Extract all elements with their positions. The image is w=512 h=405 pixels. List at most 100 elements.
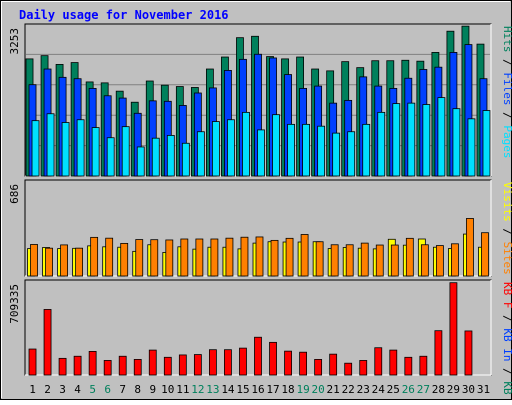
bar-kb-f-day-9 — [148, 349, 157, 376]
bar-sites-day-26 — [405, 237, 414, 277]
bar-sites-day-6 — [105, 237, 114, 277]
legend-entry: / — [501, 222, 512, 242]
bar-sites-day-17 — [270, 239, 279, 277]
bar-sites-day-22 — [345, 244, 354, 277]
bar-pages-day-28 — [437, 97, 446, 177]
day-label-17: 17 — [266, 383, 279, 396]
bar-sites-day-4 — [75, 247, 84, 277]
legend-entry: Visits — [501, 182, 512, 222]
bar-pages-day-9 — [151, 137, 160, 177]
bar-pages-day-2 — [46, 113, 55, 177]
panel-kbytes_in_out: 709335 KB F / KB In / KB Out — [8, 279, 512, 405]
bar-kb-f-day-18 — [284, 350, 292, 376]
bar-kb-f-day-5 — [88, 350, 97, 376]
series-sites — [30, 218, 489, 277]
bar-sites-day-9 — [150, 239, 159, 277]
bar-sites-day-15 — [240, 236, 249, 277]
bar-pages-day-29 — [452, 108, 461, 177]
bar-sites-day-2 — [45, 247, 53, 277]
day-label-5: 5 — [89, 383, 96, 396]
legend-entry: Files — [501, 72, 512, 105]
bar-sites-day-21 — [330, 244, 339, 277]
bar-pages-day-25 — [392, 103, 401, 177]
bar-sites-day-12 — [195, 238, 204, 277]
bar-kb-f-day-23 — [359, 360, 368, 376]
panel-max-label: 686 — [8, 184, 21, 204]
series-pages — [31, 97, 491, 177]
bar-sites-day-13 — [210, 238, 219, 277]
bar-sites-day-27 — [420, 244, 429, 277]
day-label-12: 12 — [191, 383, 204, 396]
bar-pages-day-17 — [272, 114, 280, 177]
day-label-14: 14 — [221, 383, 235, 396]
bar-sites-day-18 — [285, 237, 294, 277]
day-label-2: 2 — [44, 383, 51, 396]
day-label-20: 20 — [312, 383, 325, 396]
bar-kb-f-day-28 — [434, 330, 443, 376]
bar-sites-day-16 — [255, 236, 264, 277]
bar-pages-day-27 — [422, 104, 431, 177]
bar-pages-day-15 — [242, 111, 250, 177]
day-label-18: 18 — [281, 383, 294, 396]
day-label-9: 9 — [149, 383, 156, 396]
bar-pages-day-19 — [302, 123, 311, 177]
bar-kb-f-day-16 — [254, 336, 262, 376]
bar-sites-day-24 — [375, 244, 384, 277]
bar-kb-f-day-11 — [178, 354, 187, 376]
bar-kb-f-day-7 — [118, 355, 127, 376]
day-label-25: 25 — [387, 383, 400, 396]
bar-pages-day-21 — [332, 132, 341, 177]
day-label-7: 7 — [119, 383, 126, 396]
bar-kb-f-day-12 — [193, 354, 202, 376]
day-label-13: 13 — [206, 383, 219, 396]
legend-entry: / — [501, 106, 512, 126]
bar-kb-f-day-8 — [133, 358, 142, 376]
bar-pages-day-10 — [166, 135, 175, 177]
chart-title: Daily usage for November 2016 — [19, 8, 229, 22]
bar-sites-day-3 — [60, 244, 68, 277]
bar-sites-day-31 — [481, 232, 489, 277]
day-label-23: 23 — [357, 383, 370, 396]
bar-pages-day-20 — [317, 125, 326, 177]
panel-series-legend: KB F / KB In / KB Out — [501, 282, 512, 400]
day-label-27: 27 — [417, 383, 430, 396]
day-label-10: 10 — [161, 383, 174, 396]
chart-panels: 3253 Hits / Files / Pages 686 Visits / Site… — [8, 23, 512, 405]
day-label-29: 29 — [447, 383, 460, 396]
bar-kb-f-day-21 — [329, 353, 338, 376]
bar-kb-f-day-6 — [103, 360, 112, 376]
bar-sites-day-29 — [451, 243, 459, 277]
bar-sites-day-8 — [135, 239, 144, 277]
panel-max-label: 3253 — [8, 28, 21, 55]
bar-pages-day-8 — [136, 146, 145, 177]
bar-pages-day-16 — [257, 129, 265, 177]
legend-entry: KB F — [501, 282, 512, 309]
bar-kb-f-day-10 — [163, 356, 172, 376]
bar-pages-day-22 — [347, 131, 356, 177]
bar-kb-f-day-15 — [239, 347, 247, 376]
bar-sites-day-14 — [225, 237, 234, 277]
bar-sites-day-19 — [300, 234, 309, 277]
bar-kb-f-day-24 — [374, 347, 383, 376]
panel-hits_files_pages: 3253 Hits / Files / Pages — [8, 23, 512, 177]
day-axis-labels: 1 2 3 4 5 6 7 8 9 10 11 12 13 14 15 16 17 18 19 20 21 22 23 24 2… — [29, 383, 490, 396]
bar-pages-day-26 — [407, 102, 416, 177]
bar-sites-day-20 — [315, 241, 324, 277]
bar-kb-f-day-29 — [449, 282, 458, 376]
day-label-31: 31 — [477, 383, 490, 396]
day-label-19: 19 — [296, 383, 309, 396]
bar-sites-day-1 — [30, 244, 38, 277]
bar-kb-f-day-17 — [269, 341, 277, 376]
day-label-26: 26 — [402, 383, 415, 396]
bar-pages-day-11 — [181, 142, 190, 177]
panel-series-legend: Visits / Sites — [501, 182, 512, 275]
bar-pages-day-1 — [31, 120, 40, 177]
bar-kb-f-day-2 — [43, 309, 52, 376]
day-label-22: 22 — [342, 383, 355, 396]
bar-pages-day-3 — [61, 122, 70, 177]
day-label-28: 28 — [432, 383, 445, 396]
bar-kb-f-day-14 — [224, 349, 232, 376]
bar-kb-f-day-27 — [419, 355, 428, 376]
bar-kb-f-day-19 — [299, 351, 308, 376]
